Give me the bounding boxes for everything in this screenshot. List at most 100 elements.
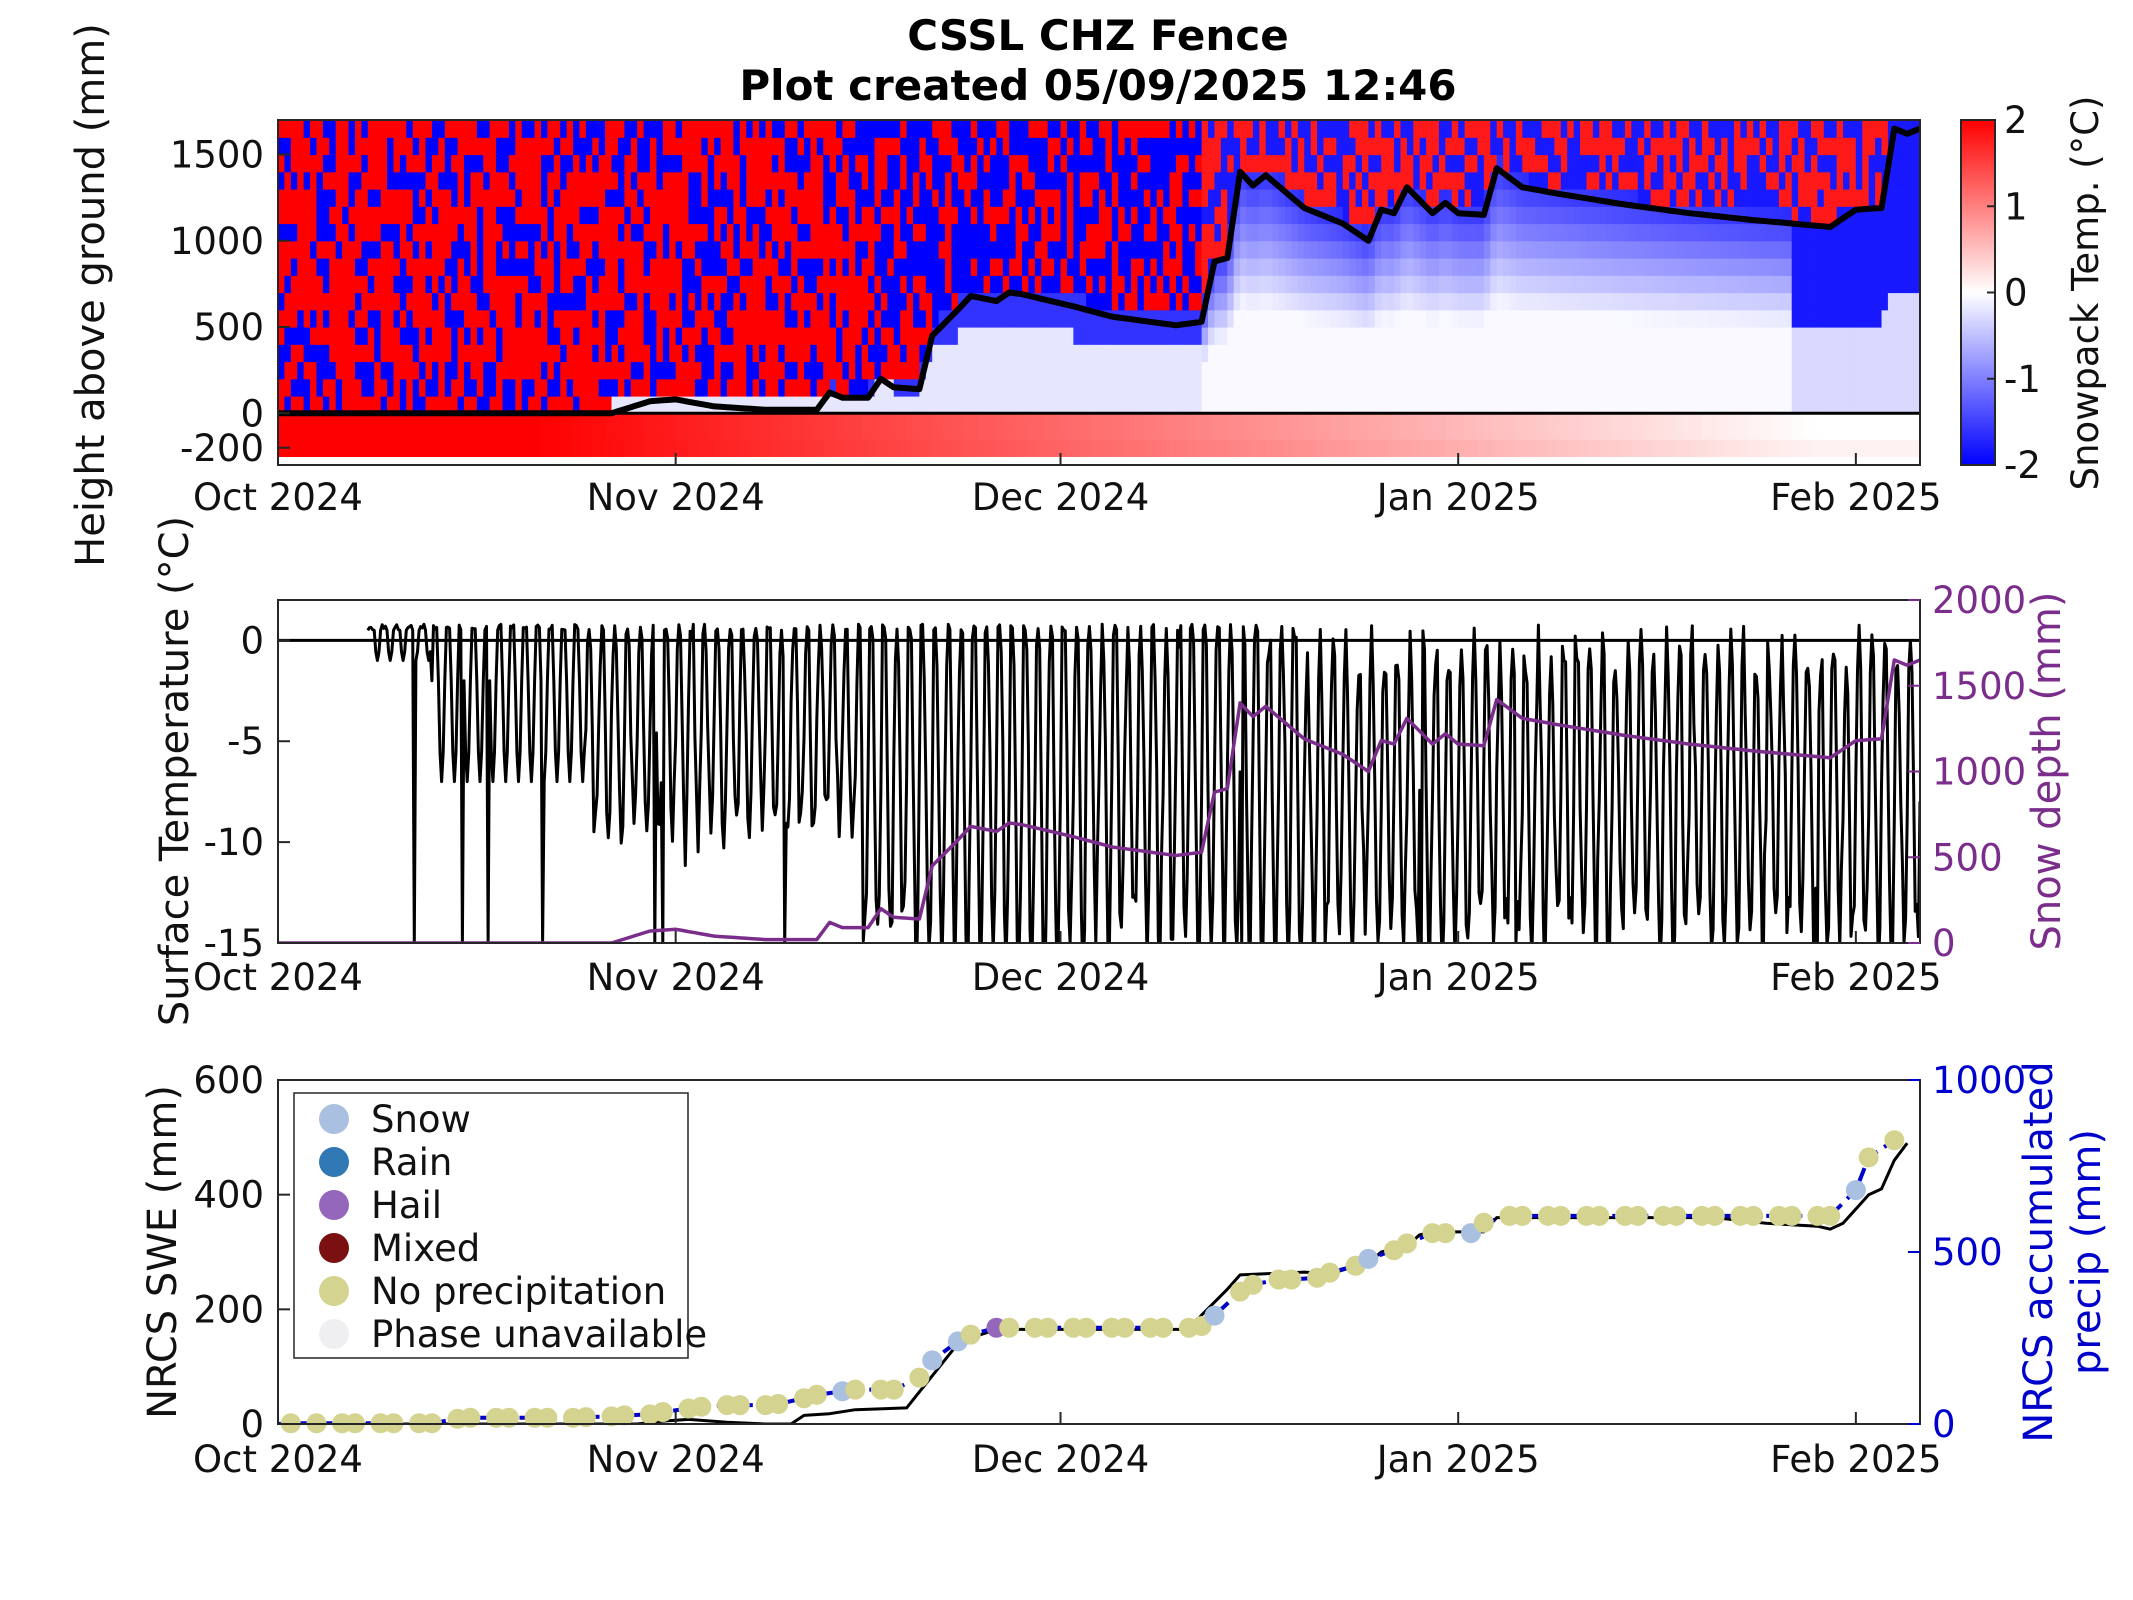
heatmap-cell [1041, 309, 1049, 328]
heatmap-cell [887, 327, 895, 345]
heatmap-cell [1612, 240, 1620, 259]
heatmap-cell [316, 171, 324, 190]
heatmap-cell [643, 327, 651, 345]
heatmap-cell [1028, 120, 1036, 138]
heatmap-cell [1252, 309, 1260, 328]
heatmap-cell [553, 344, 561, 363]
heatmap-cell [1086, 361, 1094, 380]
heatmap-cell [624, 240, 632, 259]
heatmap-cell [1695, 137, 1703, 156]
heatmap-cell [765, 275, 773, 294]
heatmap-cell [1445, 327, 1453, 345]
heatmap-cell [1541, 309, 1549, 328]
heatmap-cell [1054, 258, 1062, 276]
heatmap-cell [406, 223, 414, 242]
heatmap-cell [1701, 171, 1709, 190]
heatmap-cell [1592, 171, 1600, 190]
heatmap-cell [489, 361, 497, 380]
heatmap-cell [1560, 258, 1568, 276]
heatmap-cell [637, 361, 645, 380]
heatmap-cell [361, 344, 369, 363]
heatmap-cell [560, 223, 568, 242]
heatmap-cell [1310, 421, 1318, 440]
heatmap-cell [1836, 275, 1844, 294]
heatmap-cell [412, 137, 420, 156]
heatmap-cell [1073, 327, 1081, 345]
heatmap-cell [1503, 361, 1511, 380]
heatmap-cell [1297, 344, 1305, 363]
heatmap-cell [1349, 396, 1357, 414]
heatmap-cell [1503, 396, 1511, 414]
heatmap-cell [1605, 258, 1613, 276]
heatmap-cell [759, 292, 767, 311]
heatmap-cell [1220, 189, 1228, 207]
heatmap-cell [880, 327, 888, 345]
heatmap-cell [1753, 120, 1761, 138]
heatmap-cell [970, 206, 978, 225]
heatmap-cell [560, 275, 568, 294]
heatmap-cell [284, 189, 292, 207]
heatmap-cell [912, 189, 920, 207]
heatmap-cell [1233, 120, 1241, 138]
heatmap-cell [1079, 292, 1087, 311]
heatmap-cell [374, 396, 382, 414]
heatmap-cell [816, 154, 824, 173]
heatmap-cell [348, 275, 356, 294]
heatmap-cell [1740, 120, 1748, 138]
heatmap-cell [1252, 361, 1260, 380]
heatmap-cell [1875, 292, 1883, 311]
heatmap-cell [1836, 171, 1844, 190]
heatmap-cell [637, 292, 645, 311]
heatmap-cell [1156, 292, 1164, 311]
heatmap-cell [1438, 223, 1446, 242]
heatmap-cell [489, 223, 497, 242]
heatmap-cell [1323, 120, 1331, 138]
heatmap-cell [701, 258, 709, 276]
heatmap-cell [906, 327, 914, 345]
heatmap-cell [1740, 275, 1748, 294]
heatmap-cell [1714, 309, 1722, 328]
heatmap-cell [1573, 240, 1581, 259]
heatmap-cell [1868, 154, 1876, 173]
heatmap-cell [656, 292, 664, 311]
heatmap-cell [560, 258, 568, 276]
heatmap-cell [1791, 275, 1799, 294]
heatmap-cell [919, 378, 927, 397]
heatmap-cell [1156, 361, 1164, 380]
heatmap-cell [534, 292, 542, 311]
heatmap-cell [528, 223, 536, 242]
heatmap-cell [778, 344, 786, 363]
heatmap-cell [515, 240, 523, 259]
heatmap-cell [617, 240, 625, 259]
heatmap-cell [887, 344, 895, 363]
heatmap-cell [938, 240, 946, 259]
heatmap-cell [540, 171, 548, 190]
heatmap-cell [1708, 361, 1716, 380]
heatmap-cell [1143, 223, 1151, 242]
heatmap-cell [1522, 206, 1530, 225]
heatmap-cell [739, 223, 747, 242]
heatmap-cell [1368, 189, 1376, 207]
heatmap-cell [848, 396, 856, 414]
heatmap-cell [1836, 292, 1844, 311]
heatmap-cell [970, 154, 978, 173]
heatmap-cell [1650, 120, 1658, 138]
heatmap-cell [1753, 189, 1761, 207]
heatmap-cell [1733, 413, 1741, 423]
heatmap-cell [605, 240, 613, 259]
heatmap-cell [739, 413, 747, 423]
heatmap-cell [733, 240, 741, 259]
heatmap-cell [1701, 154, 1709, 173]
heatmap-cell [848, 292, 856, 311]
heatmap-cell [1612, 275, 1620, 294]
heatmap-cell [611, 223, 619, 242]
heatmap-cell [444, 413, 452, 423]
heatmap-cell [1002, 206, 1010, 225]
heatmap-cell [957, 275, 965, 294]
heatmap-cell [605, 171, 613, 190]
heatmap-cell [912, 396, 920, 414]
heatmap-cell [1657, 171, 1665, 190]
heatmap-cell [1503, 189, 1511, 207]
heatmap-cell [624, 421, 632, 440]
heatmap-cell [784, 137, 792, 156]
